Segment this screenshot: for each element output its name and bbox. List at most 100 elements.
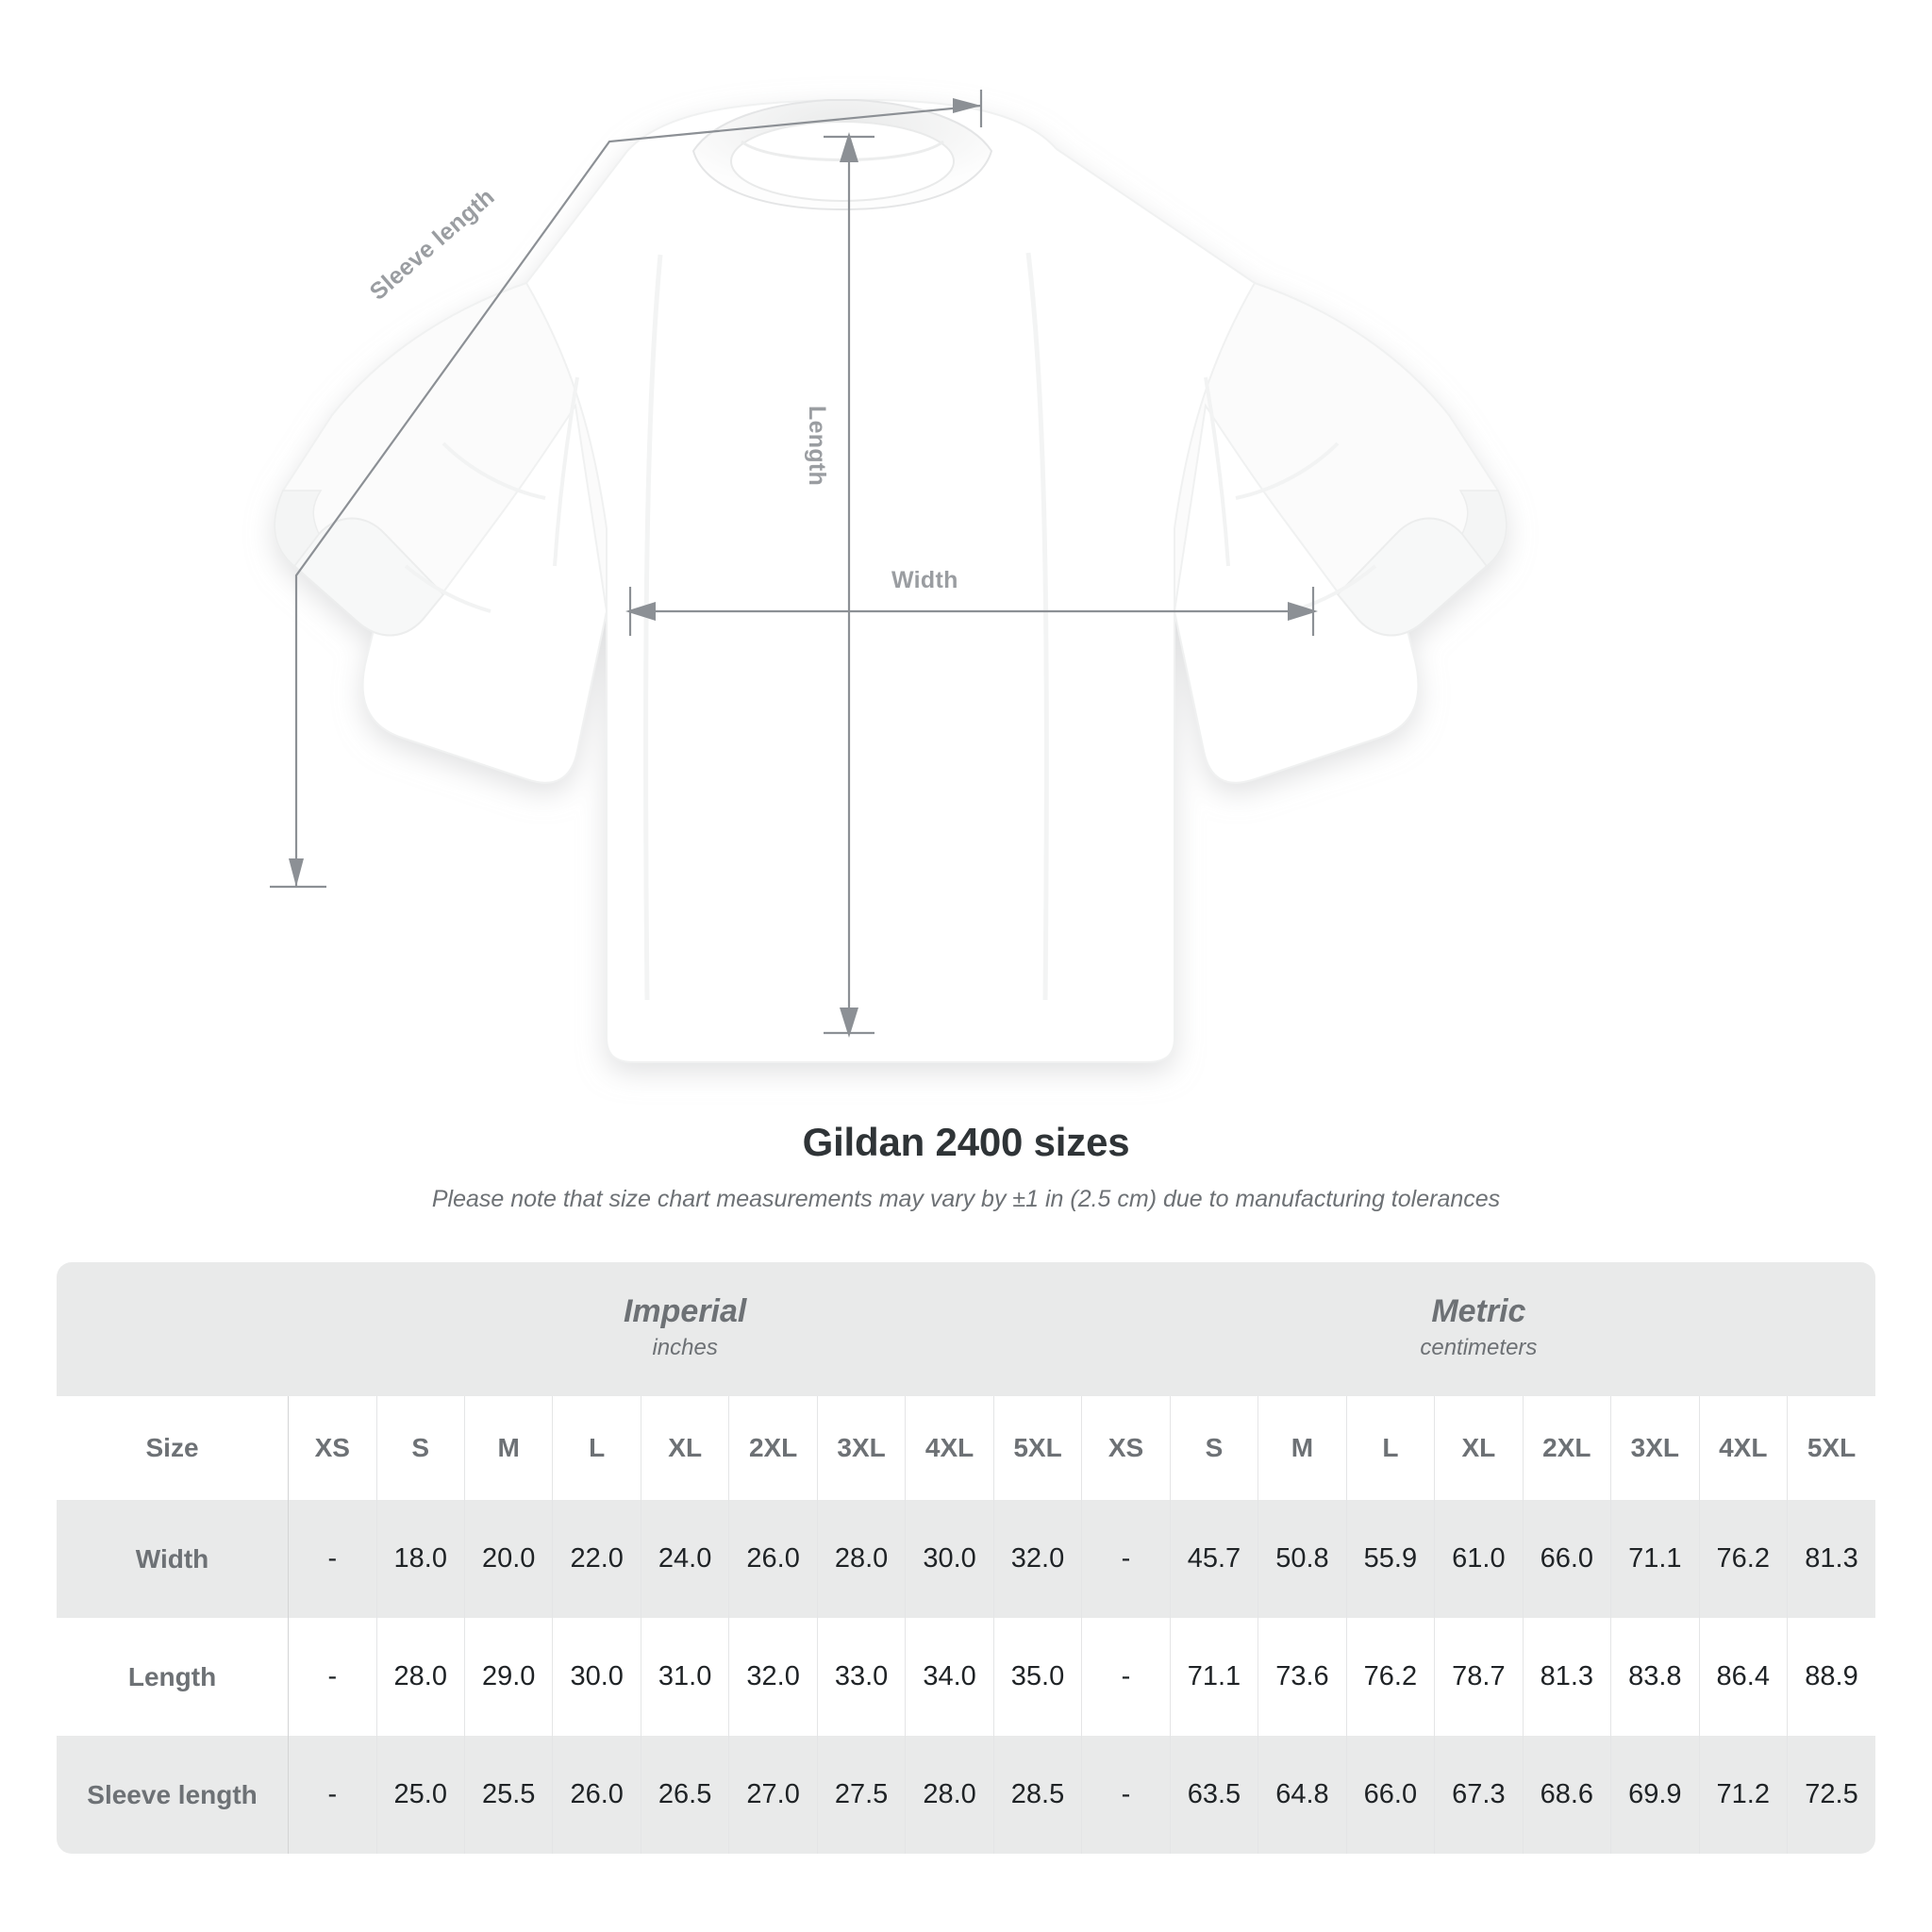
cell-length-metric-m: 73.6: [1257, 1618, 1347, 1736]
cell-length-imperial-m: 29.0: [464, 1618, 554, 1736]
cell-sleeve-imperial-4xl: 28.0: [905, 1736, 994, 1854]
cell-sleeve-metric-l: 66.0: [1346, 1736, 1436, 1854]
cell-length-imperial-l: 30.0: [552, 1618, 641, 1736]
table-row: Length - 28.0 29.0 30.0 31.0 32.0 33.0 3…: [57, 1618, 1875, 1736]
cell-width-metric-xs: -: [1081, 1500, 1171, 1618]
cell-sleeve-metric-xs: -: [1081, 1736, 1171, 1854]
width-right-arrow: [1288, 602, 1318, 621]
cell-width-imperial-xl: 24.0: [641, 1500, 730, 1618]
cell-width-imperial-2xl: 26.0: [728, 1500, 818, 1618]
size-header-metric-4xl: 4XL: [1699, 1396, 1789, 1500]
cell-length-imperial-xs: -: [288, 1618, 377, 1736]
cell-sleeve-metric-xl: 67.3: [1434, 1736, 1524, 1854]
table-row: Sleeve length - 25.0 25.5 26.0 26.5 27.0…: [57, 1736, 1875, 1854]
cell-length-imperial-5xl: 35.0: [993, 1618, 1083, 1736]
cell-sleeve-imperial-5xl: 28.5: [993, 1736, 1083, 1854]
cell-length-metric-xs: -: [1081, 1618, 1171, 1736]
unit-cell-metric: Metric centimeters: [1081, 1262, 1875, 1396]
cell-sleeve-metric-3xl: 69.9: [1610, 1736, 1700, 1854]
size-table-wrapper: Imperial inches Metric centimeters Size …: [57, 1262, 1875, 1854]
cell-length-metric-s: 71.1: [1170, 1618, 1259, 1736]
cell-length-metric-l: 76.2: [1346, 1618, 1436, 1736]
size-header-metric-xs: XS: [1081, 1396, 1171, 1500]
cell-width-metric-xl: 61.0: [1434, 1500, 1524, 1618]
cell-width-metric-m: 50.8: [1257, 1500, 1347, 1618]
size-header-imperial-xl: XL: [641, 1396, 730, 1500]
cell-width-imperial-xs: -: [288, 1500, 377, 1618]
cell-width-imperial-3xl: 28.0: [817, 1500, 907, 1618]
cell-width-metric-l: 55.9: [1346, 1500, 1436, 1618]
size-header-imperial-xs: XS: [288, 1396, 377, 1500]
width-left-arrow: [625, 602, 656, 621]
size-header-imperial-m: M: [464, 1396, 554, 1500]
cell-width-imperial-l: 22.0: [552, 1500, 641, 1618]
row-label-length: Length: [57, 1618, 290, 1736]
table-row: Width - 18.0 20.0 22.0 24.0 26.0 28.0 30…: [57, 1500, 1875, 1618]
unit-header-row: Imperial inches Metric centimeters: [57, 1262, 1875, 1396]
unit-name-imperial: Imperial: [623, 1293, 747, 1330]
cell-width-metric-4xl: 76.2: [1699, 1500, 1789, 1618]
cell-sleeve-imperial-m: 25.5: [464, 1736, 554, 1854]
cell-width-imperial-5xl: 32.0: [993, 1500, 1083, 1618]
size-header-imperial-4xl: 4XL: [905, 1396, 994, 1500]
sleeve-top-arrow: [953, 98, 981, 113]
cell-sleeve-imperial-l: 26.0: [552, 1736, 641, 1854]
cell-sleeve-imperial-s: 25.0: [376, 1736, 465, 1854]
shirt-illustration: [270, 90, 1507, 1063]
length-label: Length: [804, 406, 830, 487]
garment-diagram: Sleeve length Length Width: [270, 90, 1507, 1063]
unit-sub-metric: centimeters: [1420, 1334, 1538, 1360]
cell-length-metric-5xl: 88.9: [1787, 1618, 1875, 1736]
size-header-imperial-l: L: [552, 1396, 641, 1500]
cell-sleeve-metric-m: 64.8: [1257, 1736, 1347, 1854]
size-header-metric-m: M: [1257, 1396, 1347, 1500]
length-top-arrow: [840, 132, 858, 162]
cell-length-metric-3xl: 83.8: [1610, 1618, 1700, 1736]
cell-sleeve-metric-s: 63.5: [1170, 1736, 1259, 1854]
size-header-imperial-2xl: 2XL: [728, 1396, 818, 1500]
size-header-label: Size: [57, 1396, 290, 1500]
cell-length-imperial-4xl: 34.0: [905, 1618, 994, 1736]
cell-width-imperial-4xl: 30.0: [905, 1500, 994, 1618]
unit-sub-imperial: inches: [652, 1334, 718, 1360]
cell-sleeve-imperial-xl: 26.5: [641, 1736, 730, 1854]
size-header-metric-3xl: 3XL: [1610, 1396, 1700, 1500]
cell-length-metric-2xl: 81.3: [1523, 1618, 1612, 1736]
cell-sleeve-imperial-xs: -: [288, 1736, 377, 1854]
tolerance-note: Please note that size chart measurements…: [431, 1186, 1501, 1212]
size-header-row: Size XS S M L XL 2XL 3XL 4XL 5XL XS S M …: [57, 1396, 1875, 1500]
title-block: Gildan 2400 sizes Please note that size …: [0, 1120, 1932, 1213]
cell-width-metric-3xl: 71.1: [1610, 1500, 1700, 1618]
row-label-width: Width: [57, 1500, 290, 1618]
size-header-imperial-3xl: 3XL: [817, 1396, 907, 1500]
cell-length-imperial-s: 28.0: [376, 1618, 465, 1736]
width-label: Width: [891, 567, 958, 593]
cell-width-imperial-m: 20.0: [464, 1500, 554, 1618]
unit-name-metric: Metric: [1431, 1293, 1526, 1330]
cell-width-metric-2xl: 66.0: [1523, 1500, 1612, 1618]
size-chart-table: Imperial inches Metric centimeters Size …: [57, 1262, 1875, 1854]
cell-sleeve-metric-4xl: 71.2: [1699, 1736, 1789, 1854]
page-title: Gildan 2400 sizes: [802, 1120, 1130, 1164]
size-header-metric-xl: XL: [1434, 1396, 1524, 1500]
cell-length-imperial-3xl: 33.0: [817, 1618, 907, 1736]
sleeve-guide-line: [294, 104, 982, 887]
size-header-metric-5xl: 5XL: [1787, 1396, 1875, 1500]
cell-length-metric-xl: 78.7: [1434, 1618, 1524, 1736]
shirt-body: [274, 98, 1507, 1063]
unit-corner-cell: [57, 1262, 289, 1396]
sleeve-bottom-arrow: [289, 858, 304, 887]
cell-length-imperial-2xl: 32.0: [728, 1618, 818, 1736]
measurement-guides: [270, 90, 1318, 1038]
cell-sleeve-imperial-2xl: 27.0: [728, 1736, 818, 1854]
cell-sleeve-metric-2xl: 68.6: [1523, 1736, 1612, 1854]
size-header-metric-s: S: [1170, 1396, 1259, 1500]
cell-width-metric-5xl: 81.3: [1787, 1500, 1875, 1618]
size-header-imperial-s: S: [376, 1396, 465, 1500]
cell-width-metric-s: 45.7: [1170, 1500, 1259, 1618]
size-header-metric-2xl: 2XL: [1523, 1396, 1612, 1500]
unit-cell-imperial: Imperial inches: [288, 1262, 1082, 1396]
size-header-imperial-5xl: 5XL: [993, 1396, 1083, 1500]
cell-sleeve-imperial-3xl: 27.5: [817, 1736, 907, 1854]
cell-length-metric-4xl: 86.4: [1699, 1618, 1789, 1736]
